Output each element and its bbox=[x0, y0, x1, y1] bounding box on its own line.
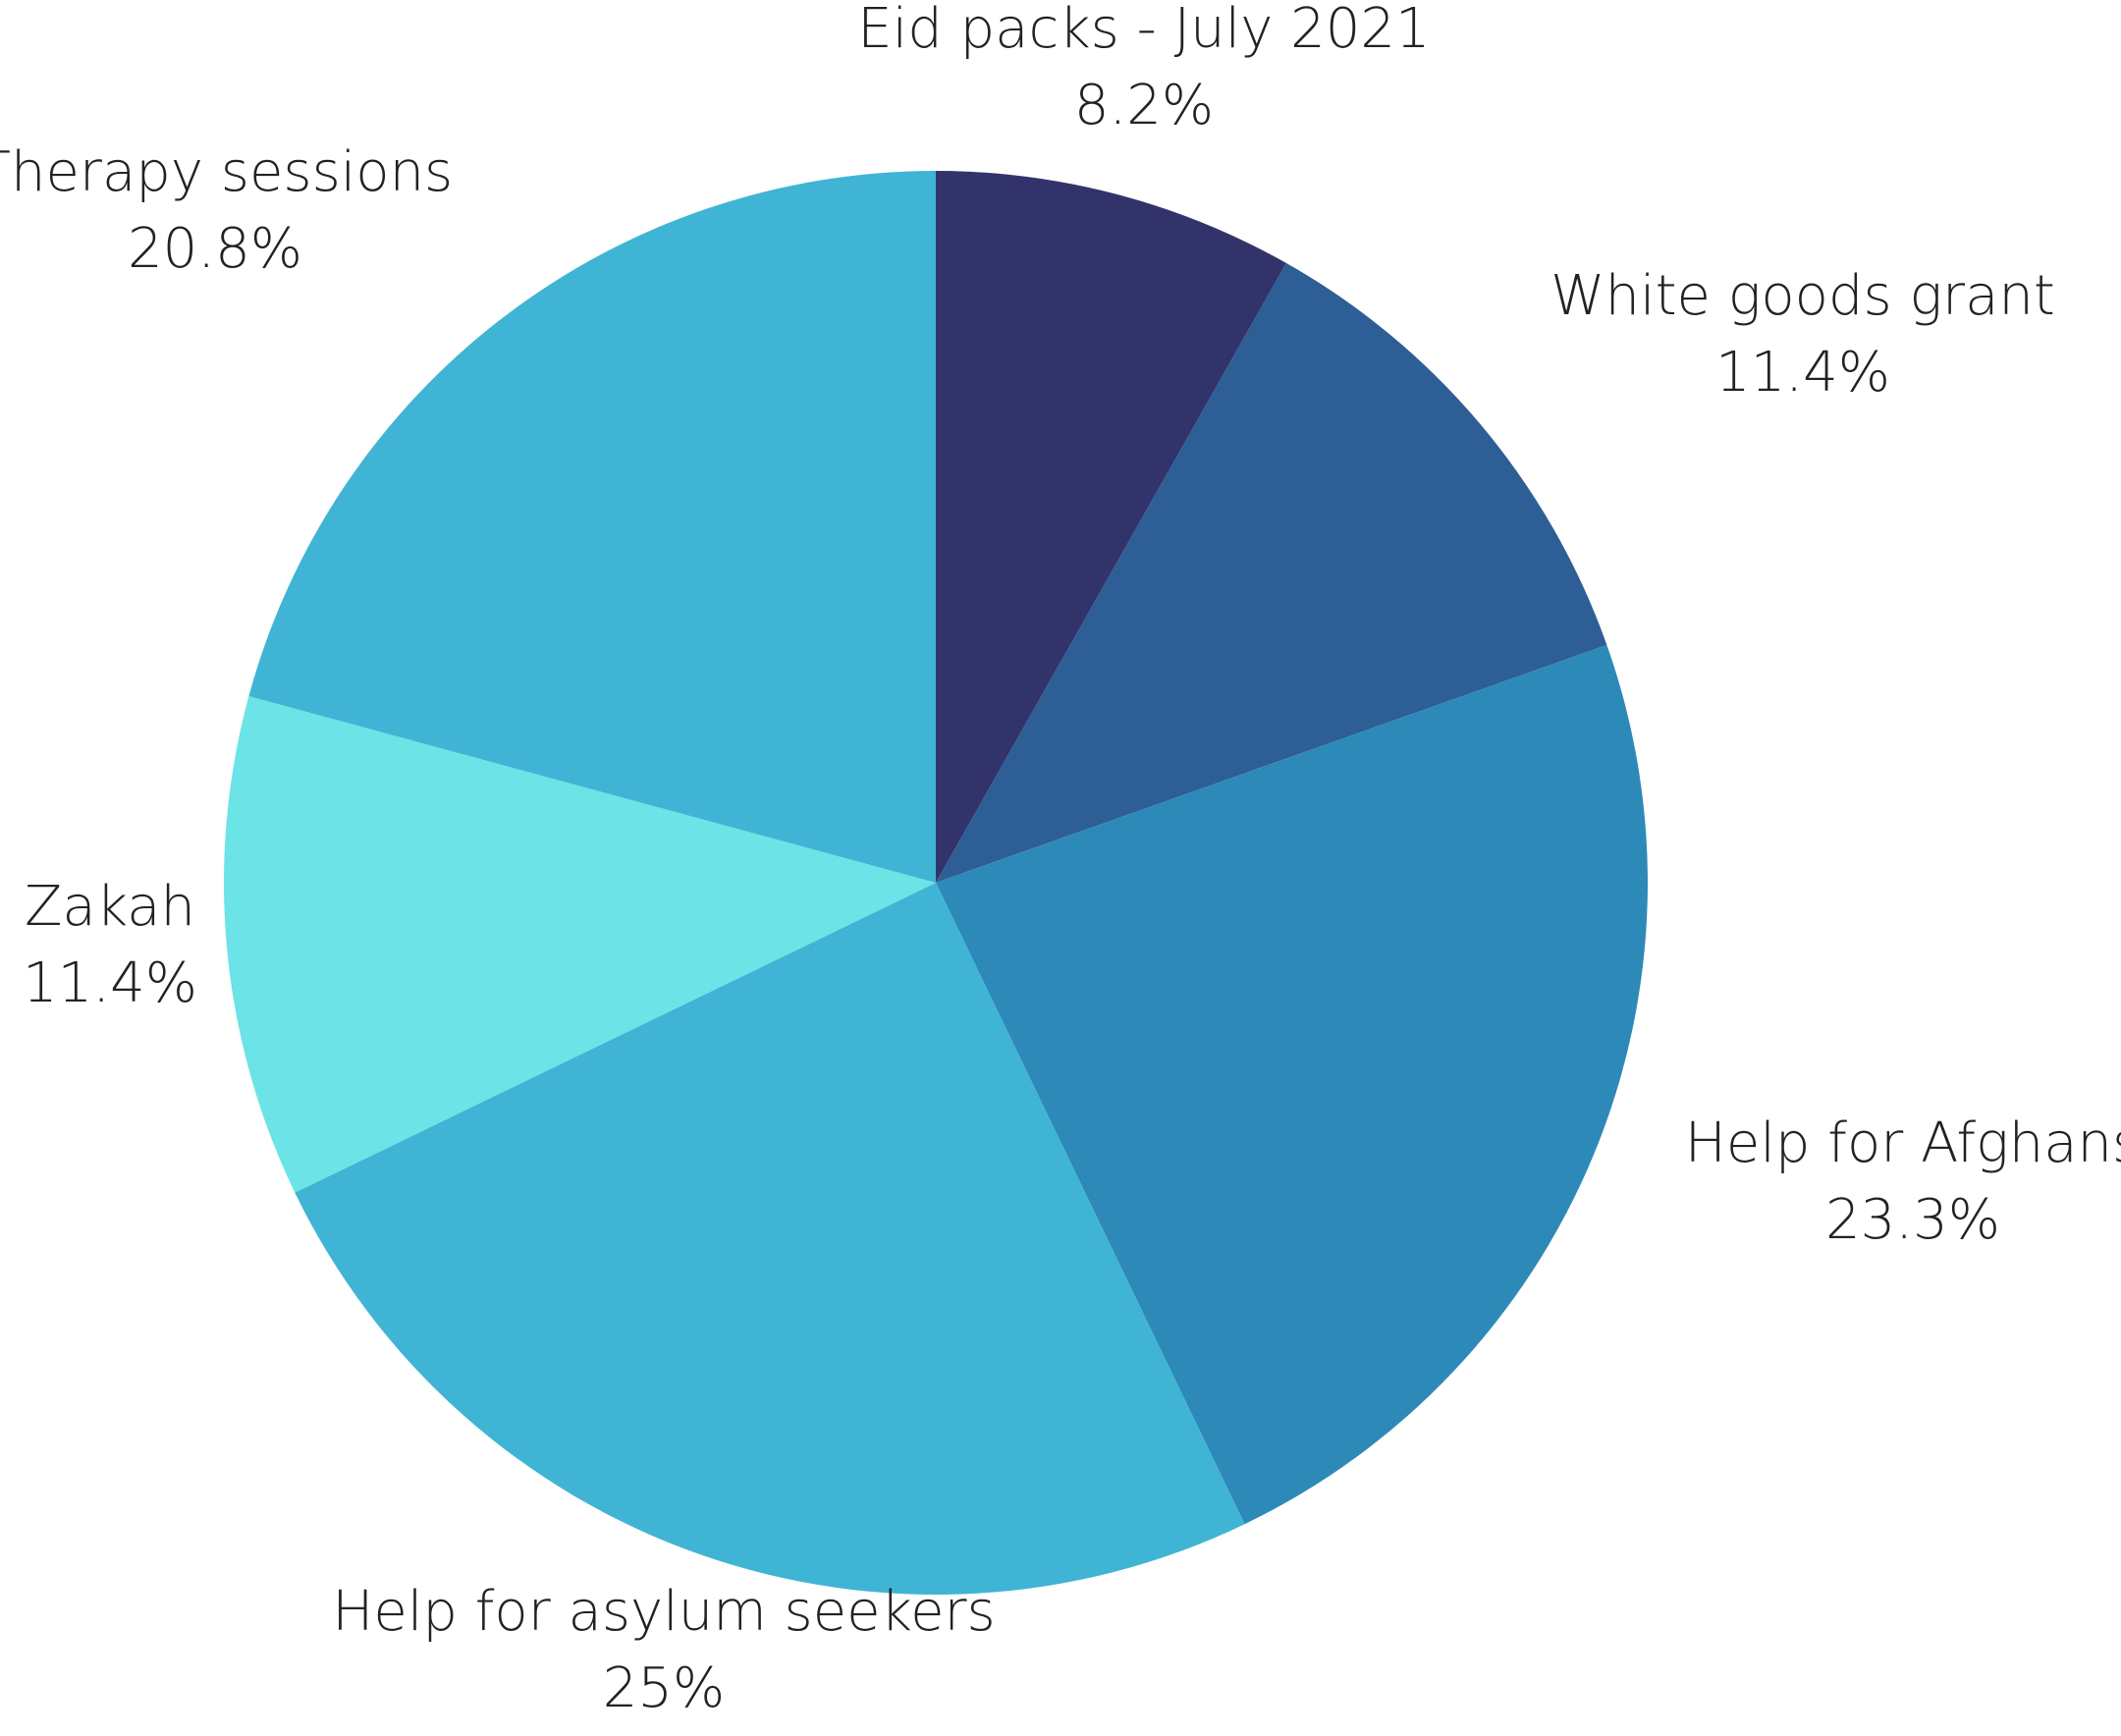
pie-slice-eid-packs-july-2021 bbox=[936, 171, 1286, 883]
pie-slice-help-for-asylum-seekers bbox=[295, 883, 1245, 1595]
slice-label-therapy-sessions: Therapy sessions bbox=[0, 140, 453, 204]
slice-label-zakah: Zakah bbox=[25, 875, 195, 939]
slice-label-eid-packs-july-2021: Eid packs - July 2021 bbox=[857, 0, 1430, 61]
pie-slice-therapy-sessions bbox=[248, 171, 936, 883]
slice-value-therapy-sessions: 20.8% bbox=[128, 217, 302, 281]
slice-value-help-for-asylum-seekers: 25% bbox=[603, 1656, 725, 1720]
pie-slice-white-goods-grant bbox=[936, 262, 1607, 883]
slice-value-eid-packs-july-2021: 8.2% bbox=[1074, 74, 1214, 137]
slice-label-white-goods-grant: White goods grant bbox=[1550, 264, 2055, 328]
slice-value-white-goods-grant: 11.4% bbox=[1715, 341, 1890, 405]
pie-slices bbox=[224, 171, 1648, 1595]
slice-label-help-for-asylum-seekers: Help for asylum seekers bbox=[332, 1580, 995, 1644]
pie-slice-help-for-afghans bbox=[936, 644, 1648, 1525]
slice-label-help-for-afghans: Help for Afghans bbox=[1685, 1112, 2121, 1175]
slice-value-zakah: 11.4% bbox=[23, 951, 197, 1015]
slice-value-help-for-afghans: 23.3% bbox=[1825, 1188, 2000, 1252]
pie-slice-zakah bbox=[224, 695, 937, 1193]
